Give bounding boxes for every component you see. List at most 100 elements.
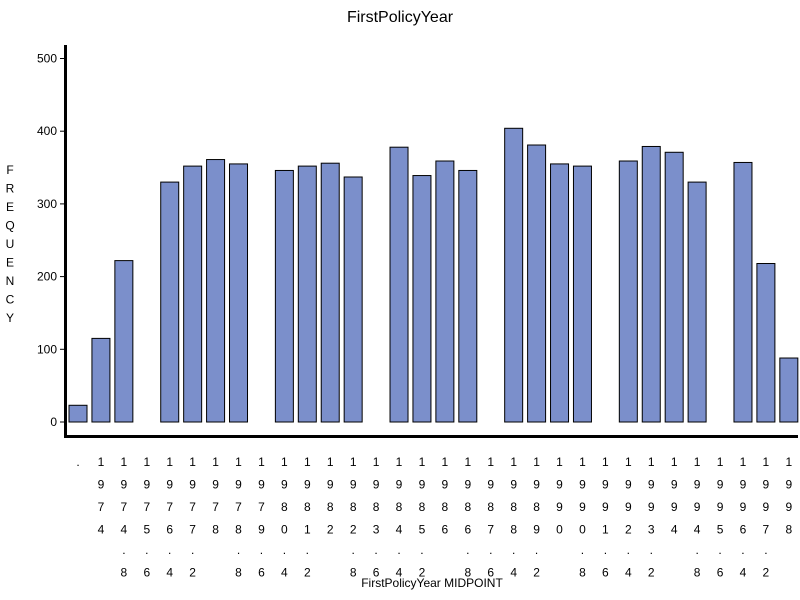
x-tick-char: 9 bbox=[442, 478, 449, 492]
y-axis-title-letter: F bbox=[6, 163, 13, 177]
x-tick-label: 1 9 9 4. 8 bbox=[694, 455, 701, 580]
x-tick-char: 9 bbox=[648, 500, 655, 514]
x-tick-label: 1 9 7 7. 2 bbox=[189, 455, 196, 580]
x-tick-char: 2 bbox=[533, 566, 540, 580]
y-axis-title-letter: E bbox=[6, 200, 14, 214]
x-tick-char: 1 bbox=[189, 455, 196, 469]
x-tick-char: 9 bbox=[533, 523, 540, 537]
x-tick-char: 8 bbox=[304, 500, 311, 514]
x-tick-char: 9 bbox=[671, 500, 678, 514]
x-tick-char: 8 bbox=[350, 566, 357, 580]
x-tick-char: 1 bbox=[464, 455, 471, 469]
x-tick-label: 1 9 8 1. 2 bbox=[304, 455, 311, 580]
x-tick-char: 1 bbox=[419, 455, 426, 469]
x-tick-label: 1 9 8 7. 6 bbox=[487, 455, 494, 580]
x-tick-char: 7 bbox=[235, 500, 242, 514]
x-tick-char: 2 bbox=[648, 566, 655, 580]
x-tick-char: 8 bbox=[212, 523, 219, 537]
x-tick-char: 7 bbox=[487, 523, 494, 537]
x-tick-char: 6 bbox=[717, 566, 724, 580]
x-tick-char: 8 bbox=[487, 500, 494, 514]
bar bbox=[343, 176, 363, 423]
x-tick-char: 9 bbox=[121, 478, 128, 492]
x-tick-char: 9 bbox=[740, 478, 747, 492]
x-tick-char: 9 bbox=[694, 500, 701, 514]
x-tick-char: 9 bbox=[763, 478, 770, 492]
x-tick-char: 9 bbox=[212, 478, 219, 492]
x-tick-char: 8 bbox=[579, 566, 586, 580]
x-tick-char: 4 bbox=[671, 523, 678, 537]
bar bbox=[687, 181, 707, 423]
bar bbox=[779, 357, 799, 423]
x-tick-char: 1 bbox=[327, 455, 334, 469]
chart-title: FirstPolicyYear bbox=[347, 9, 454, 26]
x-tick-char: 8 bbox=[235, 523, 242, 537]
bar bbox=[160, 181, 180, 423]
x-tick-char: 1 bbox=[98, 455, 105, 469]
x-tick-char: 9 bbox=[671, 478, 678, 492]
x-tick-char: 1 bbox=[510, 455, 517, 469]
x-tick-char: 8 bbox=[235, 566, 242, 580]
bar bbox=[504, 127, 524, 423]
x-tick-label: 1 9 7 4. 8 bbox=[121, 455, 128, 580]
x-tick-char: . bbox=[76, 455, 79, 469]
bar bbox=[389, 146, 409, 423]
x-tick-char: 1 bbox=[212, 455, 219, 469]
x-tick-char: 8 bbox=[533, 500, 540, 514]
bar bbox=[320, 162, 340, 423]
x-tick-label: 1 9 9 1. 6 bbox=[602, 455, 609, 580]
x-tick-char: . bbox=[420, 543, 423, 557]
x-tick-char: . bbox=[145, 543, 148, 557]
x-tick-char: 6 bbox=[258, 566, 265, 580]
x-tick-label: 1 9 7 6. 4 bbox=[166, 455, 173, 580]
bar bbox=[572, 165, 592, 423]
x-tick-char: 3 bbox=[373, 523, 380, 537]
x-tick-char: 1 bbox=[579, 455, 586, 469]
y-axis-title-letter: U bbox=[6, 237, 15, 251]
x-tick-char: . bbox=[489, 543, 492, 557]
y-tick-label: 400 bbox=[37, 124, 57, 138]
y-axis-title-letter: C bbox=[6, 293, 15, 307]
x-tick-char: . bbox=[466, 543, 469, 557]
x-tick-label: 1 9 9 5. 6 bbox=[717, 455, 724, 580]
x-tick-char: . bbox=[581, 543, 584, 557]
bar bbox=[641, 145, 661, 423]
x-tick-char: 9 bbox=[166, 478, 173, 492]
x-tick-char: 7 bbox=[212, 500, 219, 514]
x-tick-char: 3 bbox=[648, 523, 655, 537]
x-tick-char: 9 bbox=[487, 478, 494, 492]
x-tick-char: 1 bbox=[487, 455, 494, 469]
x-tick-char: 9 bbox=[258, 523, 265, 537]
x-tick-char: 0 bbox=[556, 523, 563, 537]
x-tick-char: 2 bbox=[625, 523, 632, 537]
x-tick-char: 4 bbox=[396, 566, 403, 580]
y-axis-title-letter: Q bbox=[5, 219, 14, 233]
x-tick-char: 9 bbox=[579, 500, 586, 514]
x-tick-char: . bbox=[718, 543, 721, 557]
x-tick-char: 8 bbox=[510, 523, 517, 537]
x-tick-char: . bbox=[741, 543, 744, 557]
x-tick-char: 6 bbox=[373, 566, 380, 580]
x-tick-char: 7 bbox=[258, 500, 265, 514]
x-tick-char: 9 bbox=[556, 478, 563, 492]
x-tick-char: 4 bbox=[396, 523, 403, 537]
x-tick-char: 8 bbox=[350, 500, 357, 514]
x-tick-char: 0 bbox=[579, 523, 586, 537]
y-tick-label: 0 bbox=[50, 415, 57, 429]
x-tick-char: 1 bbox=[304, 523, 311, 537]
x-tick-label: 1 9 9 0. 8 bbox=[579, 455, 586, 580]
x-tick-char: 9 bbox=[143, 478, 150, 492]
x-tick-char: 9 bbox=[235, 478, 242, 492]
x-tick-label: 1 9 7 8. 8 bbox=[235, 455, 242, 580]
x-tick-char: 9 bbox=[625, 500, 632, 514]
y-axis-title-letter: R bbox=[6, 182, 15, 196]
x-tick-char: 1 bbox=[602, 455, 609, 469]
x-tick-label: 1 9 9 2. 4 bbox=[625, 455, 632, 580]
x-tick-char: 1 bbox=[717, 455, 724, 469]
x-tick-char: . bbox=[764, 543, 767, 557]
bar bbox=[297, 165, 317, 423]
x-tick-char: 6 bbox=[740, 523, 747, 537]
x-tick-char: 9 bbox=[785, 500, 792, 514]
x-tick-char: 1 bbox=[350, 455, 357, 469]
